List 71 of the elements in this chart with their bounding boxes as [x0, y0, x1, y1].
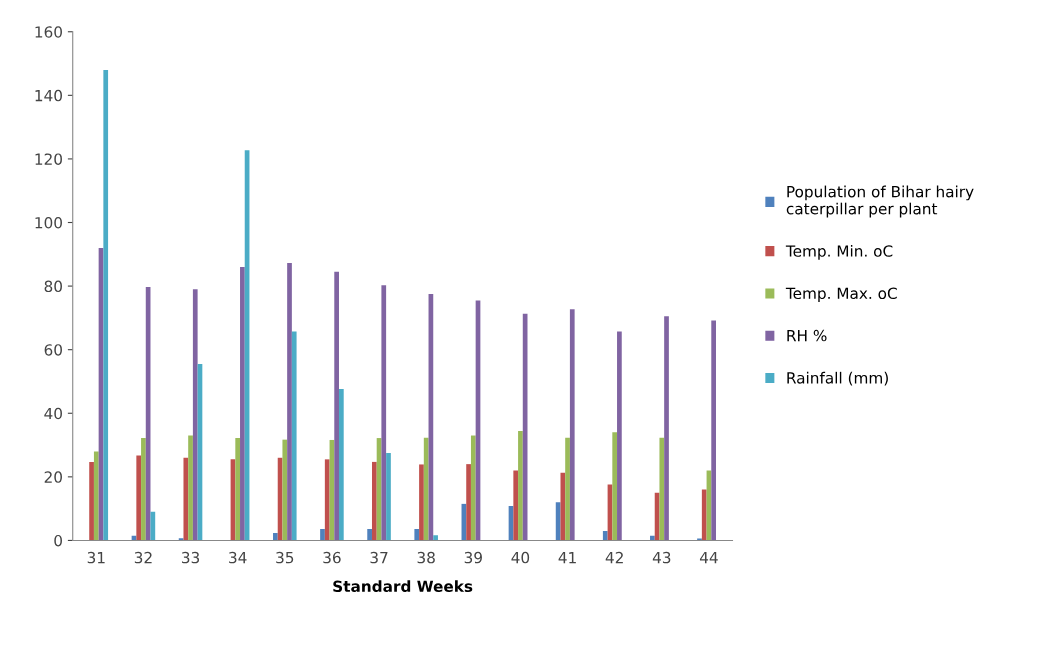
x-tick-label: 40 — [511, 551, 530, 564]
x-tick-label: 43 — [652, 551, 671, 564]
bar — [433, 535, 438, 541]
legend-label: RH % — [787, 329, 827, 342]
x-tick-label: 37 — [370, 551, 388, 564]
bar — [513, 470, 519, 541]
bar — [701, 489, 707, 541]
bar — [240, 267, 245, 541]
bar — [602, 530, 608, 541]
bar — [338, 389, 344, 541]
legend-label: Rainfall (mm) — [787, 371, 888, 386]
x-tick-label: 34 — [229, 551, 247, 564]
bar — [664, 316, 669, 541]
bar — [89, 461, 94, 541]
bar — [650, 535, 655, 541]
legend-label: Temp. Max. oC — [785, 287, 897, 303]
bar — [612, 432, 618, 541]
x-tick-label: 32 — [134, 551, 152, 564]
y-tick-label: 120 — [35, 153, 62, 165]
x-axis-title: Standard Weeks — [333, 580, 473, 593]
bar — [320, 528, 325, 541]
y-tick-label: 0 — [54, 534, 62, 547]
bar — [386, 453, 391, 541]
bar — [150, 511, 156, 541]
bar — [371, 461, 377, 541]
bar — [93, 451, 99, 541]
y-tick-label: 40 — [44, 407, 62, 420]
y-tick-label: 140 — [35, 89, 62, 102]
bar — [518, 431, 523, 541]
bar — [466, 464, 471, 541]
x-tick-label: 33 — [181, 551, 200, 564]
y-tick-label: 100 — [35, 216, 62, 229]
bar — [423, 437, 429, 541]
x-tick-label: 39 — [464, 551, 482, 564]
y-tick-label: 160 — [35, 26, 62, 38]
y-tick-label: 80 — [44, 280, 62, 293]
bar — [324, 459, 330, 541]
legend-label: Population of Bihar hairy caterpillar per plant — [786, 185, 974, 218]
bar — [659, 437, 665, 541]
x-tick-label: 35 — [276, 551, 294, 564]
x-tick-label: 38 — [417, 551, 435, 564]
bar — [141, 438, 146, 541]
bar — [192, 289, 198, 541]
bar — [381, 285, 387, 541]
bar — [235, 438, 241, 541]
bar — [565, 437, 570, 541]
bar — [569, 309, 575, 541]
x-tick-label: 44 — [699, 552, 718, 564]
bar — [711, 320, 716, 541]
bar — [414, 528, 420, 541]
bar — [287, 262, 292, 541]
x-tick-label: 41 — [558, 552, 576, 564]
bar — [188, 435, 193, 541]
bar — [617, 331, 622, 541]
bar — [334, 271, 339, 541]
x-tick-label: 42 — [605, 551, 623, 564]
bar — [273, 533, 278, 541]
legend-label: Temp. Min. oC — [785, 244, 893, 260]
y-tick-label: 20 — [44, 471, 62, 483]
bar — [136, 455, 142, 541]
bar — [291, 331, 297, 541]
bar — [282, 439, 288, 541]
x-tick-label: 31 — [87, 551, 105, 564]
bar — [419, 464, 424, 541]
bar — [183, 457, 189, 541]
bar — [103, 69, 109, 541]
bar — [367, 528, 372, 541]
bar — [560, 472, 566, 541]
y-tick-label: 60 — [44, 344, 62, 356]
x-tick-label: 36 — [323, 551, 341, 564]
bar — [470, 435, 476, 541]
